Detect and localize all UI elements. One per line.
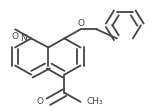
Text: O: O [36,97,43,106]
Text: O: O [12,32,19,41]
Text: O: O [77,19,84,28]
Text: CH₃: CH₃ [86,97,103,106]
Text: N: N [20,34,27,43]
